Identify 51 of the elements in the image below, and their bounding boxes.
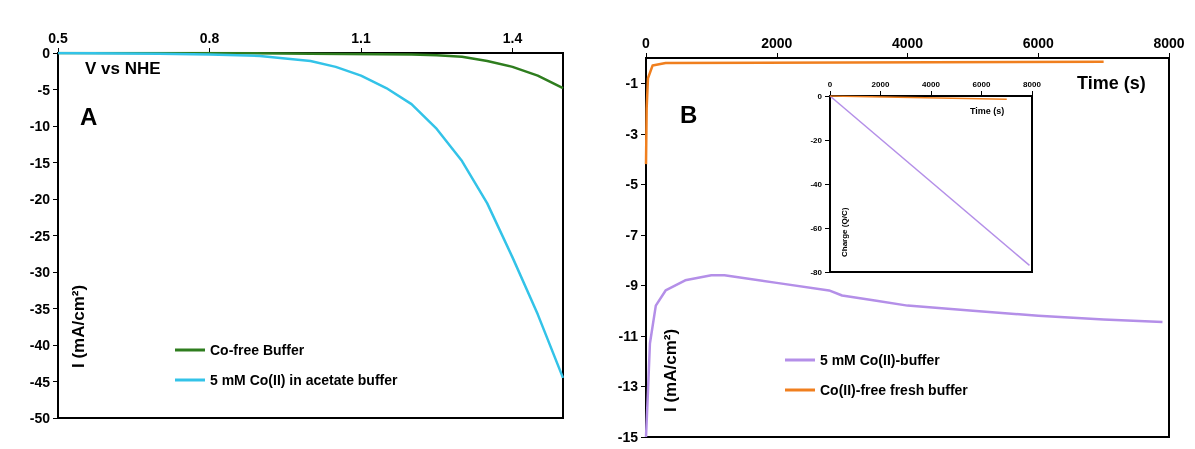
y-tick-label: -40	[29, 337, 51, 353]
line-series	[644, 274, 1164, 439]
x-tick-label: 8000	[1153, 35, 1185, 51]
x-axis-title: Time (s)	[1077, 73, 1146, 93]
y-tick-label: -13	[617, 378, 639, 395]
y-tick-label: -40	[810, 179, 823, 189]
y-axis-title: I (mA/cm²)	[68, 284, 88, 368]
x-axis-title: Time (s)	[970, 105, 1005, 116]
legend-label: Co-free Buffer	[210, 342, 305, 358]
x-tick-label: 6000	[1022, 35, 1055, 51]
x-tick-label: 4000	[922, 79, 941, 89]
x-tick-label: 0.8	[199, 30, 220, 46]
y-tick-label: -20	[29, 191, 51, 207]
x-tick-label: 0	[827, 79, 833, 89]
y-tick-label: -60	[810, 223, 823, 233]
x-tick-label: 0.5	[48, 30, 68, 46]
x-tick-label: 8000	[1023, 79, 1042, 89]
annotation: B	[680, 100, 698, 128]
y-tick-label: -45	[29, 373, 51, 390]
legend-label: 5 mM Co(II)-buffer	[820, 352, 941, 368]
x-tick-label: 1.4	[502, 30, 523, 46]
y-axis-title: Charge (Q/C)	[839, 207, 849, 257]
y-tick-label: -5	[625, 176, 639, 193]
x-tick-label: 6000	[972, 79, 991, 89]
y-tick-label: -15	[29, 154, 51, 171]
y-tick-label: -35	[29, 300, 51, 317]
y-tick-label: -30	[29, 264, 51, 280]
legend-label: Co(II)-free fresh buffer	[820, 382, 969, 398]
x-tick-label: 4000	[891, 35, 924, 51]
y-axis-title: I (mA/cm²)	[660, 328, 680, 412]
y-tick-label: -20	[810, 135, 823, 145]
y-tick-label: 0	[42, 45, 51, 61]
y-tick-label: -11	[618, 327, 639, 344]
x-tick-label: 2000	[871, 79, 890, 89]
legend-label: 5 mM Co(II) in acetate buffer	[210, 372, 399, 388]
x-tick-label: 0	[642, 35, 651, 51]
y-tick-label: -80	[810, 267, 823, 277]
y-tick-label: -5	[37, 81, 51, 98]
annotation: A	[80, 102, 98, 130]
y-tick-label: -50	[29, 410, 51, 426]
y-tick-label: -9	[625, 277, 639, 294]
y-tick-label: -1	[625, 75, 639, 92]
x-tick-label: 1.1	[351, 30, 371, 46]
x-axis-title: V vs NHE	[85, 59, 161, 78]
y-tick-label: -7	[625, 226, 639, 243]
y-tick-label: 0	[817, 91, 823, 101]
y-tick-label: -10	[29, 118, 51, 134]
y-tick-label: -25	[29, 227, 51, 244]
y-tick-label: -3	[625, 125, 639, 142]
y-tick-label: -15	[617, 429, 639, 445]
x-tick-label: 2000	[761, 35, 793, 51]
